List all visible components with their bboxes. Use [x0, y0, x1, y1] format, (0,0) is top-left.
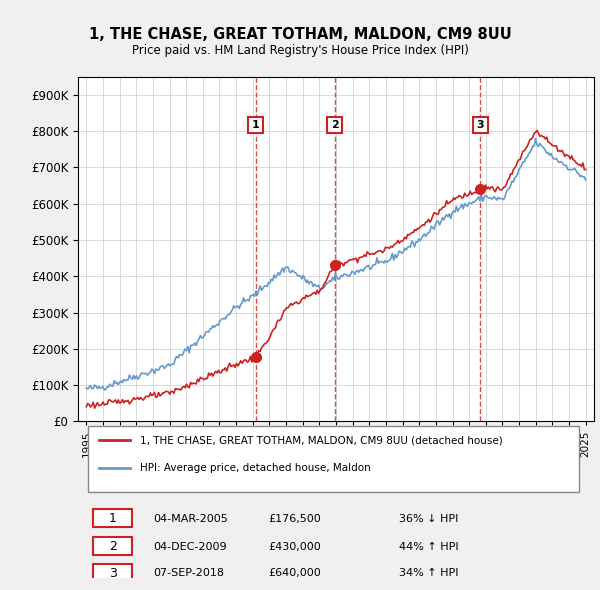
FancyBboxPatch shape: [88, 426, 578, 492]
Text: 04-MAR-2005: 04-MAR-2005: [153, 514, 227, 524]
FancyBboxPatch shape: [94, 564, 132, 582]
Text: 3: 3: [476, 120, 484, 130]
FancyBboxPatch shape: [94, 509, 132, 527]
Text: 44% ↑ HPI: 44% ↑ HPI: [399, 542, 458, 552]
Text: HPI: Average price, detached house, Maldon: HPI: Average price, detached house, Mald…: [140, 464, 371, 474]
Text: 2: 2: [109, 540, 116, 553]
Text: 1: 1: [252, 120, 259, 130]
Text: £176,500: £176,500: [268, 514, 321, 524]
Text: 07-SEP-2018: 07-SEP-2018: [153, 569, 224, 579]
Text: 1, THE CHASE, GREAT TOTHAM, MALDON, CM9 8UU: 1, THE CHASE, GREAT TOTHAM, MALDON, CM9 …: [89, 27, 511, 41]
Text: 34% ↑ HPI: 34% ↑ HPI: [399, 569, 458, 579]
Text: 2: 2: [331, 120, 338, 130]
Text: £640,000: £640,000: [268, 569, 321, 579]
Text: 3: 3: [109, 567, 116, 580]
Text: Price paid vs. HM Land Registry's House Price Index (HPI): Price paid vs. HM Land Registry's House …: [131, 44, 469, 57]
Text: £430,000: £430,000: [268, 542, 321, 552]
Text: 36% ↓ HPI: 36% ↓ HPI: [399, 514, 458, 524]
Text: 1, THE CHASE, GREAT TOTHAM, MALDON, CM9 8UU (detached house): 1, THE CHASE, GREAT TOTHAM, MALDON, CM9 …: [140, 435, 503, 445]
Text: 04-DEC-2009: 04-DEC-2009: [153, 542, 226, 552]
FancyBboxPatch shape: [94, 537, 132, 555]
Text: 1: 1: [109, 512, 116, 525]
